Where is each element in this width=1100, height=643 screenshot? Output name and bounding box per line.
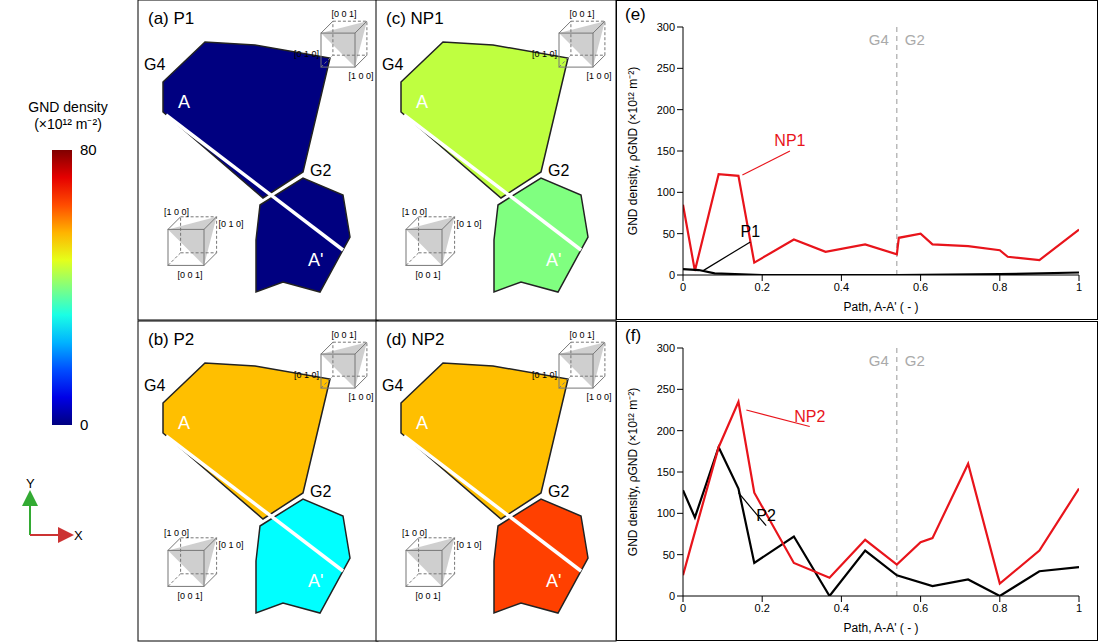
svg-text:0: 0 bbox=[669, 590, 675, 602]
svg-text:A: A bbox=[416, 92, 428, 112]
svg-text:A: A bbox=[416, 413, 428, 433]
svg-text:G4: G4 bbox=[144, 377, 165, 394]
svg-text:250: 250 bbox=[657, 62, 675, 74]
svg-text:[0 0 1]: [0 0 1] bbox=[331, 330, 356, 340]
svg-text:A': A' bbox=[546, 250, 561, 270]
svg-text:[0 0 1]: [0 0 1] bbox=[331, 9, 356, 19]
svg-text:G2: G2 bbox=[310, 162, 331, 179]
svg-text:0.8: 0.8 bbox=[992, 281, 1007, 293]
svg-text:(c) NP1: (c) NP1 bbox=[386, 9, 444, 28]
svg-text:0.4: 0.4 bbox=[834, 602, 849, 614]
svg-text:(×10¹² m⁻²): (×10¹² m⁻²) bbox=[34, 116, 102, 132]
svg-text:A': A' bbox=[546, 571, 561, 591]
svg-text:50: 50 bbox=[663, 228, 675, 240]
svg-text:[0 1 0]: [0 1 0] bbox=[294, 370, 319, 380]
svg-text:(b) P2: (b) P2 bbox=[148, 330, 194, 349]
svg-text:100: 100 bbox=[657, 186, 675, 198]
svg-text:G2: G2 bbox=[548, 162, 569, 179]
svg-text:G4: G4 bbox=[382, 56, 403, 73]
svg-text:0.2: 0.2 bbox=[755, 281, 770, 293]
svg-text:200: 200 bbox=[657, 425, 675, 437]
svg-text:150: 150 bbox=[657, 466, 675, 478]
svg-text:0: 0 bbox=[680, 281, 686, 293]
html-text:(e): (e) bbox=[625, 5, 646, 24]
svg-text:0: 0 bbox=[680, 602, 686, 614]
svg-text:1: 1 bbox=[1076, 281, 1082, 293]
svg-text:[0 1 0]: [0 1 0] bbox=[457, 540, 482, 550]
svg-text:[1 0 0]: [1 0 0] bbox=[402, 528, 427, 538]
svg-text:0: 0 bbox=[80, 416, 88, 433]
svg-text:[0 1 0]: [0 1 0] bbox=[219, 219, 244, 229]
svg-text:300: 300 bbox=[657, 342, 675, 354]
svg-text:200: 200 bbox=[657, 104, 675, 116]
svg-text:[1 0 0]: [1 0 0] bbox=[164, 528, 189, 538]
html-text:(f): (f) bbox=[625, 326, 641, 345]
svg-text:[1 0 0]: [1 0 0] bbox=[586, 392, 611, 402]
svg-text:A': A' bbox=[308, 571, 323, 591]
svg-text:G4: G4 bbox=[869, 31, 889, 48]
svg-text:(d) NP2: (d) NP2 bbox=[386, 330, 445, 349]
svg-text:GND density, ρGND (×10¹² m⁻²): GND density, ρGND (×10¹² m⁻²) bbox=[626, 67, 640, 235]
svg-text:G2: G2 bbox=[905, 352, 925, 369]
svg-text:[0 1 0]: [0 1 0] bbox=[219, 540, 244, 550]
svg-text:[0 0 1]: [0 0 1] bbox=[569, 330, 594, 340]
svg-text:0.8: 0.8 bbox=[992, 602, 1007, 614]
svg-text:0.6: 0.6 bbox=[913, 281, 928, 293]
svg-text:[0 1 0]: [0 1 0] bbox=[294, 49, 319, 59]
svg-text:[0 0 1]: [0 0 1] bbox=[415, 591, 440, 601]
svg-text:250: 250 bbox=[657, 383, 675, 395]
svg-text:150: 150 bbox=[657, 145, 675, 157]
svg-text:A: A bbox=[178, 92, 190, 112]
svg-text:NP1: NP1 bbox=[774, 132, 805, 149]
svg-text:0.2: 0.2 bbox=[755, 602, 770, 614]
svg-text:100: 100 bbox=[657, 507, 675, 519]
svg-text:[1 0 0]: [1 0 0] bbox=[164, 207, 189, 217]
svg-text:[0 0 1]: [0 0 1] bbox=[177, 270, 202, 280]
svg-text:NP2: NP2 bbox=[794, 408, 825, 425]
svg-text:[0 0 1]: [0 0 1] bbox=[177, 591, 202, 601]
svg-text:G4: G4 bbox=[382, 377, 403, 394]
svg-text:G2: G2 bbox=[548, 483, 569, 500]
svg-text:0.6: 0.6 bbox=[913, 602, 928, 614]
svg-text:[0 1 0]: [0 1 0] bbox=[457, 219, 482, 229]
svg-text:[0 1 0]: [0 1 0] bbox=[532, 49, 557, 59]
svg-text:A': A' bbox=[308, 250, 323, 270]
svg-text:G2: G2 bbox=[310, 483, 331, 500]
svg-text:GND density: GND density bbox=[28, 99, 107, 115]
svg-text:80: 80 bbox=[80, 141, 97, 158]
svg-text:X: X bbox=[74, 528, 83, 543]
svg-text:Path, A-A' ( - ): Path, A-A' ( - ) bbox=[844, 621, 919, 635]
svg-text:[1 0 0]: [1 0 0] bbox=[348, 392, 373, 402]
svg-text:P1: P1 bbox=[741, 223, 761, 240]
svg-text:50: 50 bbox=[663, 549, 675, 561]
svg-text:0: 0 bbox=[669, 269, 675, 281]
svg-text:[0 0 1]: [0 0 1] bbox=[415, 270, 440, 280]
svg-text:Path, A-A' ( - ): Path, A-A' ( - ) bbox=[844, 300, 919, 314]
svg-text:G2: G2 bbox=[905, 31, 925, 48]
svg-text:[1 0 0]: [1 0 0] bbox=[586, 71, 611, 81]
svg-text:[0 0 1]: [0 0 1] bbox=[569, 9, 594, 19]
svg-text:300: 300 bbox=[657, 21, 675, 33]
svg-text:1: 1 bbox=[1076, 602, 1082, 614]
svg-text:[0 1 0]: [0 1 0] bbox=[532, 370, 557, 380]
svg-text:G4: G4 bbox=[144, 56, 165, 73]
svg-text:GND density, ρGND (×10¹² m⁻²): GND density, ρGND (×10¹² m⁻²) bbox=[626, 388, 640, 556]
svg-text:G4: G4 bbox=[869, 352, 889, 369]
svg-text:[1 0 0]: [1 0 0] bbox=[348, 71, 373, 81]
svg-text:P2: P2 bbox=[756, 507, 776, 524]
svg-text:0.4: 0.4 bbox=[834, 281, 849, 293]
svg-text:(a) P1: (a) P1 bbox=[148, 9, 194, 28]
svg-text:A: A bbox=[178, 413, 190, 433]
svg-text:Y: Y bbox=[26, 476, 35, 491]
svg-text:[1 0 0]: [1 0 0] bbox=[402, 207, 427, 217]
